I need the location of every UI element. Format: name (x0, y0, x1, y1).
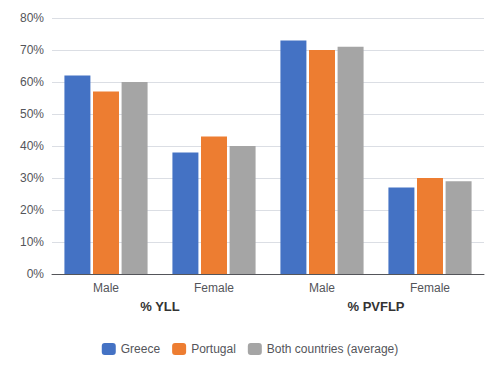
svg-text:Both countries (average): Both countries (average) (267, 342, 398, 356)
svg-text:80%: 80% (20, 11, 44, 25)
svg-text:0%: 0% (27, 267, 45, 281)
svg-text:20%: 20% (20, 203, 44, 217)
svg-text:% PVFLP: % PVFLP (347, 299, 404, 314)
svg-text:50%: 50% (20, 107, 44, 121)
svg-text:Male: Male (93, 281, 119, 295)
svg-text:% YLL: % YLL (140, 299, 180, 314)
svg-text:Male: Male (309, 281, 335, 295)
svg-text:Female: Female (410, 281, 450, 295)
svg-text:Greece: Greece (121, 342, 161, 356)
svg-text:70%: 70% (20, 43, 44, 57)
svg-text:40%: 40% (20, 139, 44, 153)
svg-text:10%: 10% (20, 235, 44, 249)
svg-text:Female: Female (194, 281, 234, 295)
svg-text:30%: 30% (20, 171, 44, 185)
svg-text:Portugal: Portugal (191, 342, 236, 356)
svg-text:60%: 60% (20, 75, 44, 89)
